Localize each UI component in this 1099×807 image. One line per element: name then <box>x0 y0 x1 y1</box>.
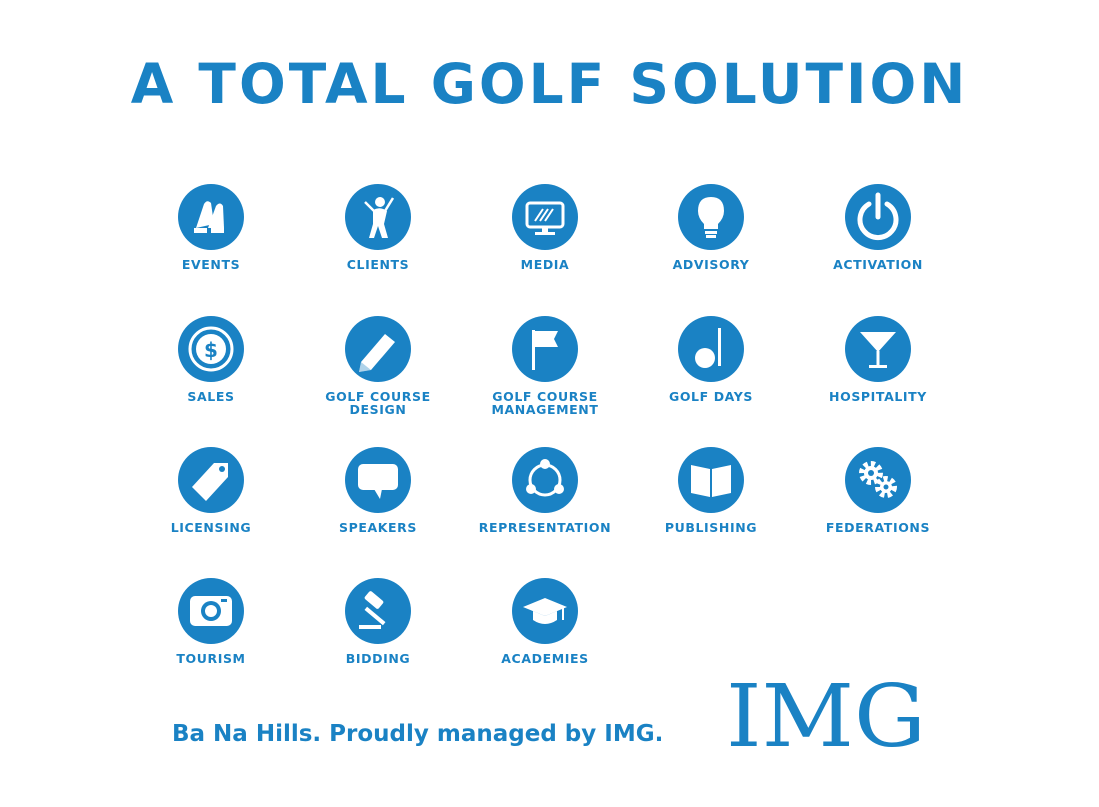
service-label: PUBLISHING <box>664 520 758 535</box>
service-item: GOLF COURSE MANAGEMENT <box>460 316 630 416</box>
service-item: FEDERATIONS <box>793 447 963 534</box>
clapping-hands-icon <box>178 184 244 250</box>
service-label: MEDIA <box>520 257 570 272</box>
power-icon <box>845 184 911 250</box>
service-item: ADVISORY <box>626 184 796 271</box>
service-item: GOLF COURSE DESIGN <box>293 316 463 416</box>
gavel-icon <box>345 578 411 644</box>
service-item: LICENSING <box>126 447 296 534</box>
service-label: ACTIVATION <box>833 257 923 272</box>
network-people-icon <box>512 447 578 513</box>
service-item: MEDIA <box>460 184 630 271</box>
flag-icon <box>512 316 578 382</box>
service-item: $ SALES <box>126 316 296 403</box>
camera-icon <box>178 578 244 644</box>
graduation-cap-icon <box>512 578 578 644</box>
footer-tagline: Ba Na Hills. Proudly managed by IMG. <box>172 721 664 747</box>
service-item: REPRESENTATION <box>460 447 630 534</box>
service-label: FEDERATIONS <box>825 520 931 535</box>
svg-text:$: $ <box>204 338 218 362</box>
golf-ball-icon <box>678 316 744 382</box>
service-item: GOLF DAYS <box>626 316 796 403</box>
lightbulb-icon <box>678 184 744 250</box>
service-label: GOLF DAYS <box>668 389 754 404</box>
img-logo: IMG <box>726 672 926 752</box>
service-item: ACTIVATION <box>793 184 963 271</box>
golfer-icon <box>345 184 411 250</box>
service-item: HOSPITALITY <box>793 316 963 403</box>
monitor-icon <box>512 184 578 250</box>
img-logo-text: IMG <box>726 672 926 752</box>
service-label: GOLF COURSE DESIGN <box>325 389 431 417</box>
service-label: ADVISORY <box>672 257 750 272</box>
page-title: A TOTAL GOLF SOLUTION <box>130 52 969 116</box>
service-label: ACADEMIES <box>501 651 589 666</box>
service-label: LICENSING <box>170 520 252 535</box>
service-label: BIDDING <box>345 651 411 666</box>
tag-icon <box>178 447 244 513</box>
service-label: TOURISM <box>176 651 246 666</box>
speech-bubble-icon <box>345 447 411 513</box>
service-label: SPEAKERS <box>338 520 418 535</box>
pencil-icon <box>345 316 411 382</box>
service-label: HOSPITALITY <box>829 389 927 404</box>
service-item: PUBLISHING <box>626 447 796 534</box>
service-label: EVENTS <box>181 257 241 272</box>
service-item: CLIENTS <box>293 184 463 271</box>
service-label: REPRESENTATION <box>478 520 612 535</box>
service-label: SALES <box>187 389 235 404</box>
service-item: ACADEMIES <box>460 578 630 665</box>
service-item: EVENTS <box>126 184 296 271</box>
service-item: BIDDING <box>293 578 463 665</box>
service-item: SPEAKERS <box>293 447 463 534</box>
open-book-icon <box>678 447 744 513</box>
gears-icon <box>845 447 911 513</box>
dollar-coin-icon: $ <box>178 316 244 382</box>
service-label: CLIENTS <box>346 257 410 272</box>
service-label: GOLF COURSE MANAGEMENT <box>491 389 599 417</box>
cocktail-glass-icon <box>845 316 911 382</box>
service-item: TOURISM <box>126 578 296 665</box>
